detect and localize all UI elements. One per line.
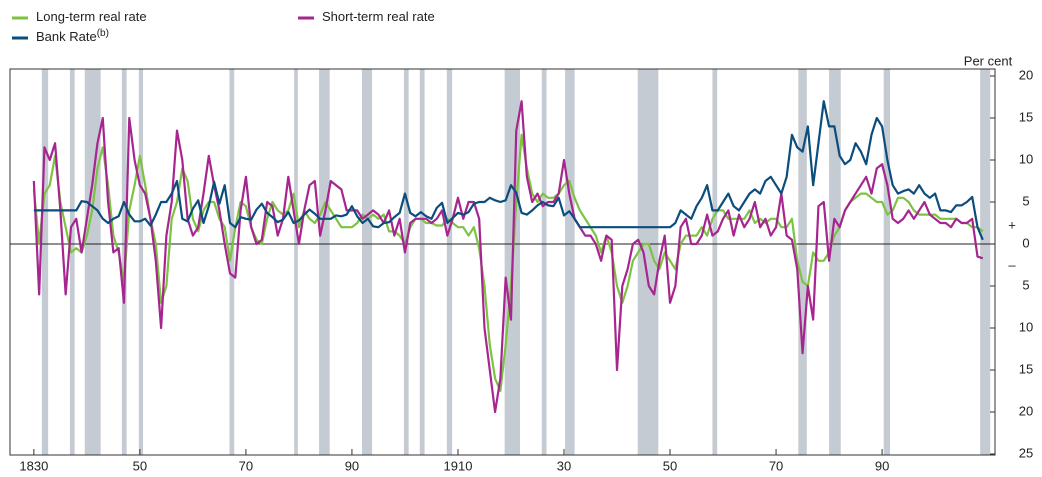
y-tick-label: 5 <box>1022 277 1029 292</box>
plot-frame <box>9 68 996 456</box>
shaded-period <box>294 69 298 455</box>
shaded-period <box>712 69 718 455</box>
shaded-period <box>829 69 841 455</box>
x-tick-label: 70 <box>769 458 783 473</box>
y-tick-label: 10 <box>1019 319 1033 334</box>
shaded-period <box>541 69 547 455</box>
shaded-period <box>419 69 425 455</box>
shaded-period <box>229 69 235 455</box>
shaded-period <box>883 69 891 455</box>
legend-label: Long-term real rate <box>36 9 147 24</box>
sign-minus: – <box>1008 257 1016 272</box>
x-tick-label: 90 <box>875 458 889 473</box>
x-tick-label: 30 <box>557 458 571 473</box>
series-line <box>32 100 984 414</box>
legend-footnote: (b) <box>97 28 109 39</box>
y-tick-label: 0 <box>1022 235 1029 250</box>
shaded-period <box>84 69 101 455</box>
shaded-period <box>403 69 409 455</box>
shaded-period <box>446 69 453 455</box>
shaded-period <box>798 69 807 455</box>
y-tick-label: 20 <box>1019 67 1033 82</box>
shaded-period <box>319 69 330 455</box>
shaded-period <box>69 69 75 455</box>
shaded-period <box>362 69 373 455</box>
shaded-period <box>980 69 991 455</box>
x-tick-label: 50 <box>133 458 147 473</box>
x-tick-label: 90 <box>345 458 359 473</box>
series-line <box>33 100 984 241</box>
x-tick-label: 1830 <box>19 458 48 473</box>
y-tick-label: 15 <box>1019 109 1033 124</box>
legend-name: Long-term real rate <box>36 9 147 24</box>
y-tick-label: 20 <box>1019 403 1033 418</box>
x-tick-label: 70 <box>239 458 253 473</box>
y-tick-label: 5 <box>1022 193 1029 208</box>
shaded-period <box>138 69 144 455</box>
legend-label: Bank Rate(b) <box>36 28 109 45</box>
legend-name: Short-term real rate <box>322 9 435 24</box>
legend-name: Bank Rate <box>36 29 97 44</box>
legend-label: Short-term real rate <box>322 9 435 24</box>
y-tick-label: 25 <box>1019 445 1033 460</box>
shaded-period <box>41 69 49 455</box>
y-tick-label: 15 <box>1019 361 1033 376</box>
x-tick-label: 1910 <box>444 458 473 473</box>
unit-label: Per cent <box>964 53 1013 68</box>
y-tick-label: 10 <box>1019 151 1033 166</box>
sign-plus: + <box>1008 217 1016 232</box>
x-tick-label: 50 <box>663 458 677 473</box>
shaded-period <box>637 69 659 455</box>
shaded-period <box>565 69 575 455</box>
